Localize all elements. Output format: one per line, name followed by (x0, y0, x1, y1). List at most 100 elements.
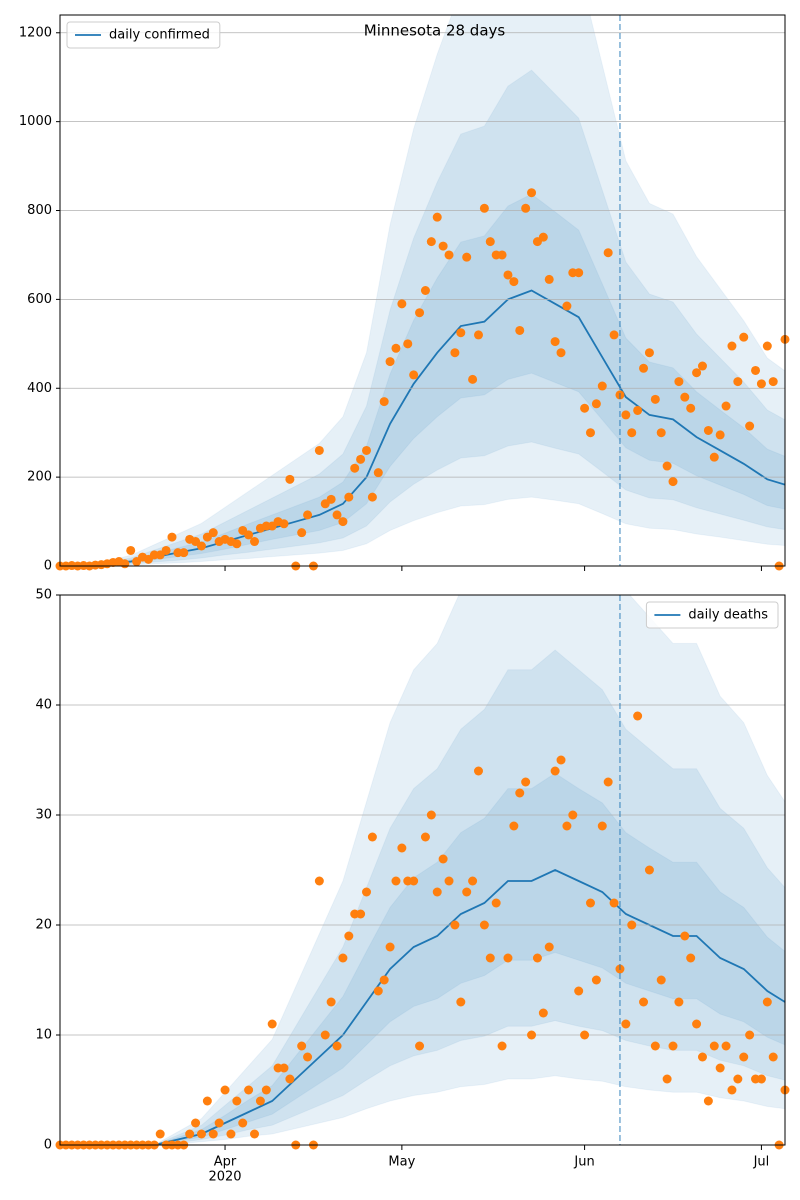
x-tick-label: Jun (573, 1155, 594, 1170)
observed-point (426, 237, 436, 247)
observed-point (768, 377, 778, 387)
y-tick-label: 1200 (19, 25, 52, 40)
plot-area (60, 595, 785, 1145)
observed-point (420, 286, 430, 295)
observed-point (633, 405, 643, 415)
observed-point (745, 1030, 755, 1040)
observed-point (297, 1041, 307, 1051)
observed-point (438, 241, 448, 251)
observed-point (379, 397, 389, 407)
observed-point (680, 392, 690, 402)
observed-point (745, 421, 755, 431)
observed-point (450, 920, 460, 930)
observed-point (397, 843, 407, 853)
observed-point (556, 755, 566, 765)
observed-point (680, 931, 690, 941)
observed-point (538, 232, 548, 242)
observed-point (415, 1041, 425, 1051)
y-tick-label: 20 (35, 918, 52, 933)
observed-point (662, 461, 672, 471)
observed-point (362, 445, 372, 455)
observed-point (267, 1019, 277, 1029)
observed-point (167, 532, 177, 542)
observed-point (320, 1030, 330, 1040)
observed-point (521, 203, 531, 213)
observed-point (250, 1129, 260, 1139)
observed-point (762, 997, 772, 1007)
observed-point (497, 1041, 507, 1051)
observed-point (244, 530, 254, 540)
observed-point (544, 274, 554, 284)
observed-point (444, 876, 454, 886)
observed-point (550, 337, 560, 347)
observed-point (420, 832, 430, 842)
observed-point (521, 777, 531, 787)
observed-point (367, 492, 377, 502)
observed-point (332, 1041, 342, 1051)
observed-point (314, 876, 324, 886)
observed-point (739, 332, 749, 342)
observed-point (721, 401, 731, 411)
observed-point (373, 468, 383, 478)
y-tick-label: 40 (35, 698, 52, 713)
observed-point (232, 1096, 242, 1106)
observed-point (385, 942, 395, 952)
observed-point (668, 1041, 678, 1051)
observed-point (556, 348, 566, 358)
observed-point (326, 997, 336, 1007)
y-tick-label: 0 (44, 559, 52, 574)
observed-point (568, 810, 578, 820)
observed-point (462, 887, 472, 897)
observed-point (585, 898, 595, 908)
observed-point (297, 528, 307, 538)
observed-point (574, 986, 584, 996)
uncertainty-band (60, 649, 785, 1145)
observed-point (715, 430, 725, 440)
observed-point (656, 975, 666, 985)
observed-point (185, 1129, 195, 1139)
observed-point (120, 559, 130, 569)
observed-point (509, 821, 519, 831)
observed-point (468, 876, 478, 886)
observed-point (650, 1041, 660, 1051)
observed-point (562, 821, 572, 831)
observed-point (580, 403, 590, 413)
y-tick-label: 800 (27, 203, 52, 218)
observed-point (485, 953, 495, 963)
observed-point (385, 357, 395, 367)
observed-point (456, 997, 466, 1007)
observed-point (503, 270, 513, 280)
observed-point (196, 1129, 206, 1139)
observed-point (485, 237, 495, 247)
uncertainty-band (60, 772, 785, 1145)
observed-point (409, 876, 419, 886)
observed-point (703, 425, 713, 435)
observed-point (544, 942, 554, 952)
observed-point (491, 898, 501, 908)
x-tick-sublabel: 2020 (208, 1170, 241, 1185)
observed-point (303, 1052, 313, 1062)
legend-frame (645, 601, 779, 629)
observed-point (332, 510, 342, 520)
observed-point (403, 339, 413, 349)
legend: daily deaths (645, 601, 779, 629)
observed-point (709, 452, 719, 462)
observed-point (155, 1129, 165, 1139)
observed-point (727, 341, 737, 351)
observed-point (762, 341, 772, 351)
observed-point (479, 203, 489, 213)
observed-point (509, 277, 519, 287)
observed-point (161, 545, 171, 555)
axes-frame (59, 14, 786, 567)
observed-point (733, 1074, 743, 1084)
observed-point (250, 537, 260, 547)
observed-point (515, 788, 525, 798)
model-line (60, 869, 785, 1145)
observed-point (456, 328, 466, 338)
observed-point (709, 1041, 719, 1051)
observed-point (373, 986, 383, 996)
observed-point (550, 766, 560, 776)
y-tick-label: 600 (27, 292, 52, 307)
observed-point (473, 330, 483, 340)
observed-point (261, 1085, 271, 1095)
